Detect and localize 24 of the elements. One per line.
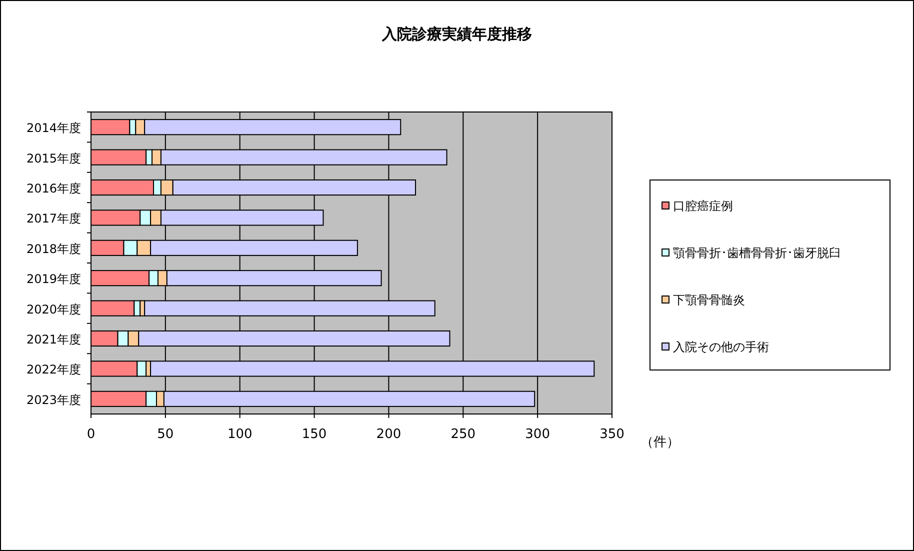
x-axis-title: （件） bbox=[640, 435, 680, 450]
x-tick-label: 150 bbox=[302, 427, 327, 442]
y-tick-label: 2023年度 bbox=[26, 392, 81, 407]
y-tick-label: 2020年度 bbox=[26, 302, 81, 316]
x-tick-label: 300 bbox=[525, 427, 550, 442]
x-tick-label: 350 bbox=[600, 427, 624, 442]
y-tick-label: 2015年度 bbox=[26, 151, 81, 166]
legend-label: 口腔癌症例 bbox=[673, 199, 733, 213]
legend-label: 下顎骨骨髄炎 bbox=[673, 293, 745, 307]
x-tick-label: 100 bbox=[227, 427, 252, 442]
y-tick-label: 2017年度 bbox=[26, 212, 81, 226]
x-tick-label: 250 bbox=[450, 427, 476, 442]
y-tick-label: 2021年度 bbox=[26, 332, 81, 346]
y-tick-label: 2018年度 bbox=[26, 242, 81, 256]
x-tick-label: 0 bbox=[86, 427, 96, 442]
y-tick-label: 2019年度 bbox=[26, 272, 81, 286]
y-tick-label: 2016年度 bbox=[26, 182, 81, 196]
legend-label: 入院その他の手術 bbox=[673, 340, 769, 354]
x-tick-label: 200 bbox=[376, 427, 402, 442]
x-tick-label: 50 bbox=[157, 427, 174, 442]
legend-label: 顎骨骨折･歯槽骨骨折･歯牙脱臼 bbox=[673, 246, 841, 260]
y-tick-label: 2022年度 bbox=[26, 362, 81, 377]
chart-title: 入院診療実績年度推移 bbox=[381, 25, 532, 43]
y-tick-label: 2014年度 bbox=[26, 121, 81, 136]
